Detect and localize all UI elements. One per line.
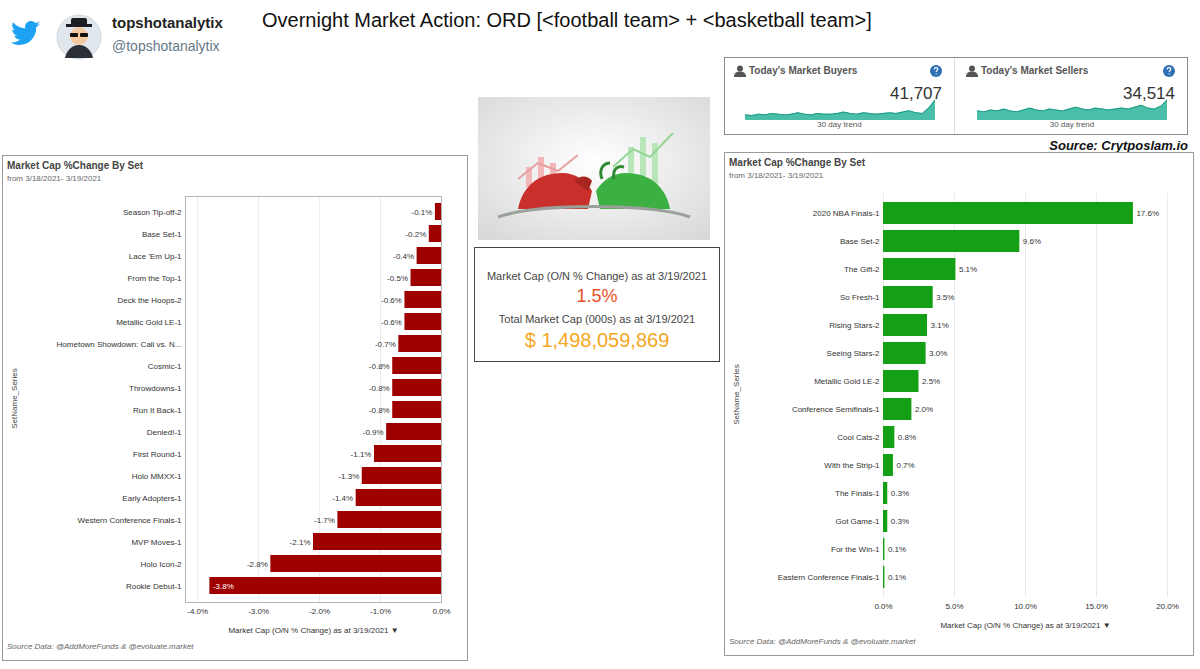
svg-text:-0.8%: -0.8% [369, 406, 390, 415]
svg-text:3.0%: 3.0% [929, 349, 947, 358]
svg-text:Eastern Conference Finals-1: Eastern Conference Finals-1 [778, 573, 880, 582]
html-text:topshotanalytix: topshotanalytix [112, 14, 223, 31]
svg-text:-2.1%: -2.1% [290, 538, 311, 547]
svg-text:The Finals-1: The Finals-1 [835, 489, 880, 498]
svg-text:-0.2%: -0.2% [405, 230, 426, 239]
svg-text:Holo MMXX-1: Holo MMXX-1 [132, 472, 182, 481]
svg-text:0.0%: 0.0% [874, 602, 892, 611]
html-text:Market Cap (O/N % Change) as a: Market Cap (O/N % Change) as at 3/19/202… [486, 270, 708, 282]
svg-text:Cool Cats-2: Cool Cats-2 [837, 433, 880, 442]
html-text:Source Data: @AddMoreFunds & @: Source Data: @AddMoreFunds & @evoluate.m… [729, 637, 916, 646]
svg-text:9.6%: 9.6% [1023, 237, 1041, 246]
svg-text:Rookie Debut-1: Rookie Debut-1 [126, 582, 182, 591]
svg-text:First Round-1: First Round-1 [133, 450, 182, 459]
svg-text:-1.7%: -1.7% [314, 516, 335, 525]
svg-text:Got Game-1: Got Game-1 [835, 517, 880, 526]
svg-text:10.0%: 10.0% [1014, 602, 1037, 611]
svg-text:Throwdowns-1: Throwdowns-1 [129, 384, 182, 393]
svg-text:Run It Back-1: Run It Back-1 [133, 406, 182, 415]
html-text:Today's Market Sellers: Today's Market Sellers [981, 65, 1089, 76]
svg-text:-0.7%: -0.7% [375, 340, 396, 349]
svg-text:-0.8%: -0.8% [369, 384, 390, 393]
svg-text:-0.9%: -0.9% [363, 428, 384, 437]
svg-text:Base Set-2: Base Set-2 [840, 237, 880, 246]
svg-text:5.1%: 5.1% [959, 265, 977, 274]
html-text:$ 1,498,059,869: $ 1,498,059,869 [524, 329, 670, 351]
html-text:Market Cap %Change By Set: Market Cap %Change By Set [729, 157, 866, 168]
svg-text:-0.4%: -0.4% [393, 252, 414, 261]
html-text:from 3/18/2021- 3/19/2021: from 3/18/2021- 3/19/2021 [7, 174, 102, 183]
html-text:Source: Crytposlam.io: Source: Crytposlam.io [1049, 138, 1188, 153]
svg-text:-4.0%: -4.0% [187, 607, 208, 616]
svg-text:-2.8%: -2.8% [247, 560, 268, 569]
svg-text:So Fresh-1: So Fresh-1 [840, 293, 880, 302]
svg-text:-2.0%: -2.0% [309, 607, 330, 616]
svg-text:Season Tip-off-2: Season Tip-off-2 [123, 208, 182, 217]
svg-text:3.5%: 3.5% [936, 293, 954, 302]
svg-text:15.0%: 15.0% [1085, 602, 1108, 611]
svg-text:3.1%: 3.1% [931, 321, 949, 330]
html-text:Today's Market Buyers: Today's Market Buyers [749, 65, 858, 76]
svg-text:For the Win-1: For the Win-1 [831, 545, 880, 554]
svg-text:-3.8%: -3.8% [213, 582, 234, 591]
html-text:41,707: 41,707 [890, 84, 942, 103]
svg-text:-0.1%: -0.1% [411, 208, 432, 217]
html-text:30 day trend: 30 day trend [1049, 120, 1095, 129]
html-text:@topshotanalytix: @topshotanalytix [112, 38, 220, 54]
svg-text:Holo Icon-2: Holo Icon-2 [141, 560, 182, 569]
svg-text:The Gift-2: The Gift-2 [844, 265, 880, 274]
svg-text:Metallic Gold LE-1: Metallic Gold LE-1 [116, 318, 182, 327]
svg-text:Market Cap (O/N % Change) as a: Market Cap (O/N % Change) as at 3/19/202… [228, 626, 398, 635]
svg-text:-0.5%: -0.5% [387, 274, 408, 283]
svg-text:0.0%: 0.0% [432, 607, 450, 616]
svg-text:20.0%: 20.0% [1156, 602, 1179, 611]
svg-text:2.5%: 2.5% [922, 377, 940, 386]
svg-text:0.1%: 0.1% [888, 573, 906, 582]
html-text:Source Data: @AddMoreFunds & @: Source Data: @AddMoreFunds & @evoluate.m… [7, 642, 194, 651]
svg-text:-1.1%: -1.1% [351, 450, 372, 459]
html-text:SetName_Series: SetName_Series [732, 364, 742, 425]
svg-text:0.8%: 0.8% [898, 433, 916, 442]
svg-text:-1.3%: -1.3% [338, 472, 359, 481]
svg-text:2.0%: 2.0% [915, 405, 933, 414]
svg-text:-0.6%: -0.6% [381, 296, 402, 305]
svg-text:Early Adopters-1: Early Adopters-1 [122, 494, 182, 503]
svg-text:0.3%: 0.3% [891, 489, 909, 498]
svg-text:Metallic Gold LE-2: Metallic Gold LE-2 [814, 377, 880, 386]
svg-text:Market Cap (O/N % Change) as a: Market Cap (O/N % Change) as at 3/19/202… [940, 621, 1110, 630]
html-text:Total Market Cap (000s) as at: Total Market Cap (000s) as at 3/19/2021 [498, 313, 696, 325]
svg-text:MVP Moves-1: MVP Moves-1 [131, 538, 182, 547]
svg-text:17.6%: 17.6% [1136, 209, 1159, 218]
html-text:Market Cap %Change By Set: Market Cap %Change By Set [7, 160, 144, 171]
svg-text:Deck the Hoops-2: Deck the Hoops-2 [117, 296, 182, 305]
svg-text:5.0%: 5.0% [945, 602, 963, 611]
svg-text:Denied!-1: Denied!-1 [147, 428, 182, 437]
svg-text:-0.8%: -0.8% [369, 362, 390, 371]
html-text:SetName_Series: SetName_Series [10, 368, 20, 429]
svg-text:From the Top-1: From the Top-1 [127, 274, 182, 283]
svg-text:-0.6%: -0.6% [381, 318, 402, 327]
html-text:Overnight Market Action: ORD [: Overnight Market Action: ORD [<football … [262, 9, 872, 31]
svg-text:With the Strip-1: With the Strip-1 [824, 461, 880, 470]
svg-text:Seeing Stars-2: Seeing Stars-2 [827, 349, 880, 358]
svg-text:0.7%: 0.7% [896, 461, 914, 470]
svg-text:Lace 'Em Up-1: Lace 'Em Up-1 [129, 252, 182, 261]
html-text:1.5%: 1.5% [576, 286, 618, 306]
html-text:34,514: 34,514 [1123, 84, 1175, 103]
svg-text:2020 NBA Finals-1: 2020 NBA Finals-1 [813, 209, 880, 218]
svg-text:Conference Semifinals-1: Conference Semifinals-1 [792, 405, 880, 414]
html-text:from 3/18/2021- 3/19/2021: from 3/18/2021- 3/19/2021 [729, 171, 824, 180]
svg-text:Western Conference Finals-1: Western Conference Finals-1 [78, 516, 182, 525]
svg-text:Rising Stars-2: Rising Stars-2 [829, 321, 880, 330]
svg-text:Base Set-1: Base Set-1 [142, 230, 182, 239]
svg-text:Cosmic-1: Cosmic-1 [148, 362, 182, 371]
svg-text:0.3%: 0.3% [891, 517, 909, 526]
svg-text:-3.0%: -3.0% [248, 607, 269, 616]
svg-text:Hometown Showdown: Cali vs. N.: Hometown Showdown: Cali vs. N... [57, 340, 182, 349]
svg-text:-1.4%: -1.4% [332, 494, 353, 503]
svg-text:0.1%: 0.1% [888, 545, 906, 554]
html-text:30 day trend: 30 day trend [817, 120, 862, 129]
svg-text:-1.0%: -1.0% [370, 607, 391, 616]
